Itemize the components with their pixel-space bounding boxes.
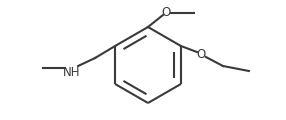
Text: NH: NH (63, 66, 81, 78)
Text: O: O (196, 48, 206, 60)
Text: O: O (161, 6, 171, 19)
